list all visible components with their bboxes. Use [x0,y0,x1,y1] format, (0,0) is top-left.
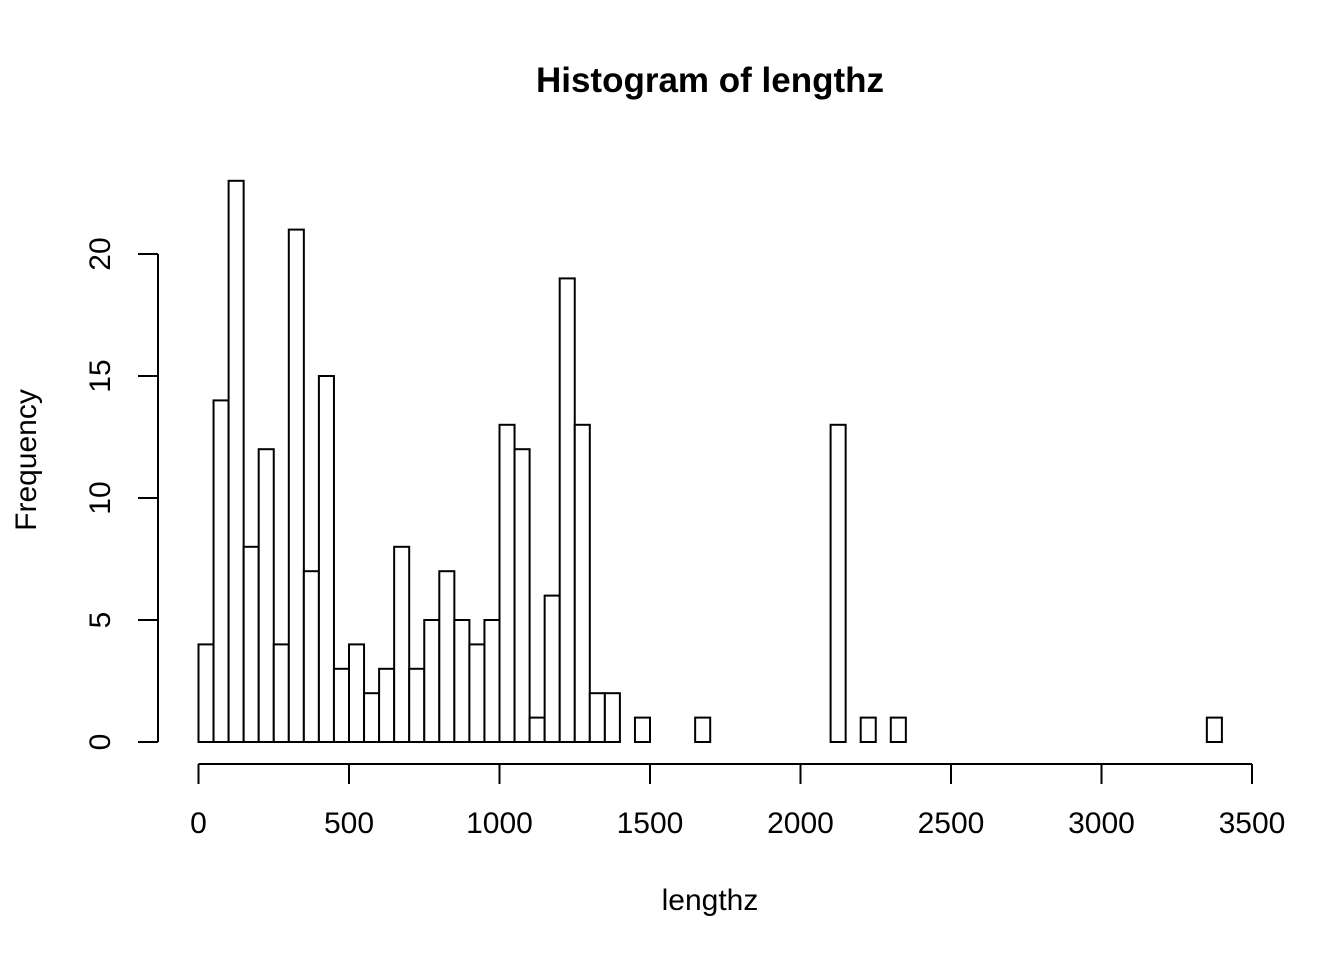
x-tick-label: 1500 [617,807,684,840]
x-axis-label: lengthz [662,884,759,917]
x-tick-label: 0 [190,807,207,840]
histogram-bar [543,594,561,743]
histogram-bar [438,570,456,744]
histogram-bar [694,716,712,743]
histogram-bar [558,277,576,743]
x-tick-label: 3000 [1068,807,1135,840]
histogram-bar [393,545,411,743]
y-tick-label: 10 [84,481,117,514]
histogram-bar [212,399,230,743]
histogram-bar [633,716,652,743]
chart-title: Histogram of lengthz [536,61,884,100]
y-tick-label: 15 [84,359,117,392]
y-tick-label: 20 [84,237,117,270]
histogram-bar [573,423,591,743]
histogram-bar [528,716,546,743]
histogram-bar [513,448,531,743]
histogram-bar [227,179,245,744]
histogram-bar [197,643,215,744]
x-tick-label: 1000 [466,807,533,840]
histogram-bar [468,643,486,744]
y-axis: 0 5 10 15 20 [84,237,159,751]
histogram-bar [483,619,501,743]
histogram-bar [408,667,426,743]
histogram-bar [829,423,847,743]
histogram-bar [242,545,260,743]
x-tick-label: 500 [324,807,374,840]
histogram-bar [332,667,351,743]
y-tick-label: 5 [84,612,117,629]
histogram-bar [453,619,471,743]
histogram-bar [363,692,381,744]
histogram-bar [588,692,606,744]
histogram-bar [317,375,335,743]
histogram-bar [423,619,441,743]
y-axis-label: Frequency [10,389,43,531]
histogram-bar [378,667,396,743]
histogram-bar [498,423,516,743]
histogram-bar [257,448,275,743]
y-tick-label: 0 [84,734,117,751]
histogram-bar [287,228,305,744]
histogram-bar [302,570,320,744]
histogram-bar [859,716,877,743]
x-tick-label: 2000 [767,807,834,840]
x-axis: 0 500 1000 1500 2000 2500 3000 3500 [190,763,1286,840]
histogram-bar [272,643,290,744]
x-tick-label: 2500 [918,807,985,840]
histogram-bar [348,643,366,744]
histogram-bar [889,716,907,743]
x-tick-label: 3500 [1219,807,1286,840]
bars-group [197,179,1223,744]
histogram-bar [603,692,621,744]
histogram-bar [1205,716,1223,743]
